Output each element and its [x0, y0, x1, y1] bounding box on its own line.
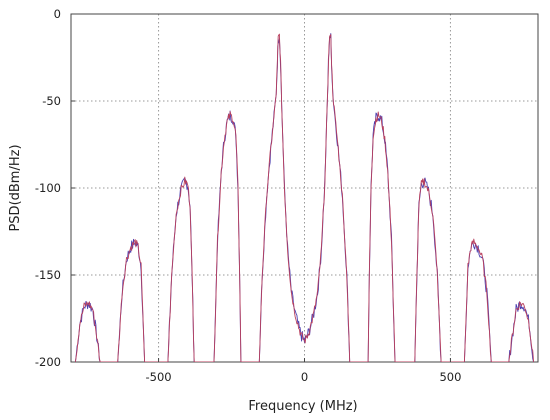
psd-series-line [74, 33, 535, 362]
y-tick-label: -50 [42, 94, 61, 108]
x-tick-label: 500 [439, 370, 461, 384]
y-tick-label: -150 [35, 268, 61, 282]
y-axis-label: PSD(dBm/Hz) [8, 144, 23, 231]
grid [71, 13, 538, 363]
psd-series-line [74, 33, 535, 362]
x-axis-ticks: -500 0 500 [146, 358, 461, 384]
x-tick-label: 0 [301, 370, 308, 384]
x-tick-label: -500 [146, 370, 172, 384]
y-tick-label: -200 [35, 355, 61, 369]
y-axis-ticks: 0 -50 -100 -150 -200 [35, 7, 75, 369]
x-axis-label: Frequency (MHz) [248, 399, 357, 414]
y-tick-label: -100 [35, 181, 61, 195]
y-tick-label: 0 [54, 7, 61, 21]
series-layer [74, 33, 535, 362]
